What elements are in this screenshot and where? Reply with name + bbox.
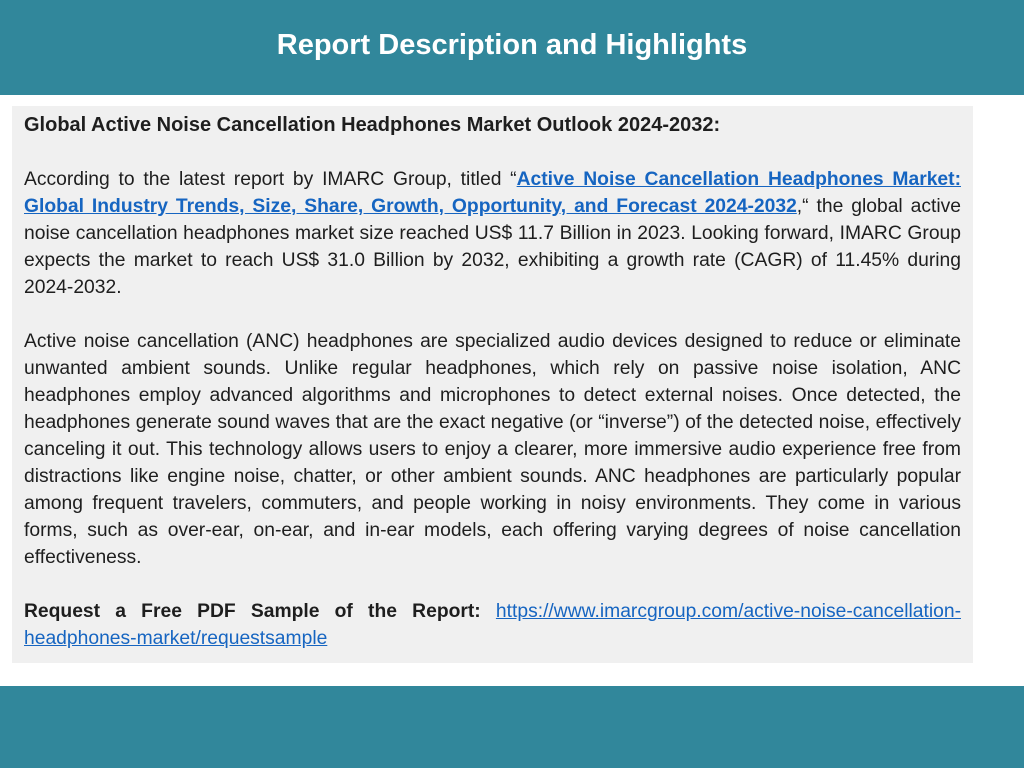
footer-band (0, 686, 1024, 768)
section-heading: Global Active Noise Cancellation Headpho… (24, 114, 721, 136)
summary-intro-text: According to the latest report by IMARC … (24, 169, 517, 190)
page-title: Report Description and Highlights (276, 29, 748, 61)
sample-request-paragraph: Request a Free PDF Sample of the Report:… (24, 598, 961, 652)
sample-request-link[interactable]: https://www.imarcgroup.com/active-noise-… (24, 601, 961, 649)
market-summary-paragraph: According to the latest report by IMARC … (24, 166, 961, 301)
report-title-link[interactable]: Active Noise Cancellation Headphones Mar… (24, 169, 961, 217)
anc-description-paragraph: Active noise cancellation (ANC) headphon… (24, 331, 961, 568)
sample-request-label: Request a Free PDF Sample of the Report: (24, 601, 481, 622)
header-band: Report Description and Highlights (0, 0, 1024, 95)
summary-body-text: ,“ the global active noise cancellation … (24, 196, 961, 298)
report-description-box: Global Active Noise Cancellation Headpho… (12, 106, 973, 663)
